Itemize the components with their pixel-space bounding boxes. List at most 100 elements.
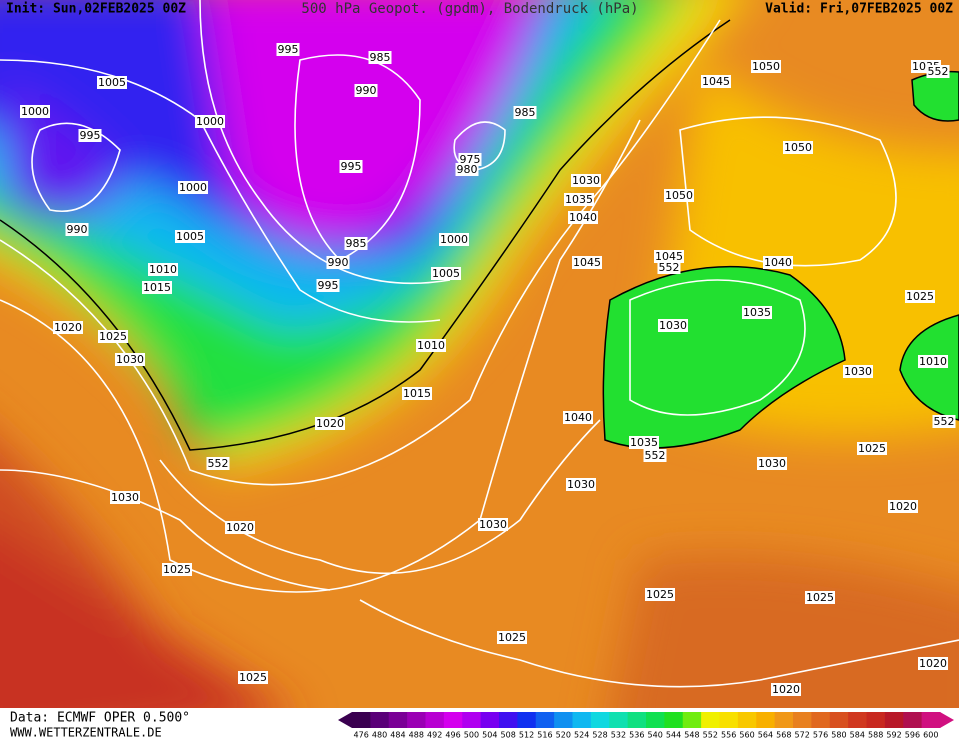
isobar-label: 985 [344, 237, 368, 250]
isobar-label: 1020 [888, 500, 918, 513]
label-box [664, 189, 694, 202]
isobar-label: 1015 [142, 281, 172, 294]
label-box [888, 500, 918, 513]
label-box [78, 129, 102, 142]
colorbar-label: 492 [427, 731, 442, 740]
label-text: 1000 [440, 233, 468, 246]
isobar-label: 552 [657, 261, 681, 274]
colorbar-cell [866, 712, 886, 728]
label-box [571, 174, 601, 187]
label-text: 1030 [567, 478, 595, 491]
isobar-label: 1030 [843, 365, 873, 378]
isobar-label: 990 [354, 84, 378, 97]
label-text: 1035 [630, 436, 658, 449]
label-text: 1005 [432, 267, 460, 280]
colorbar-cell [627, 712, 647, 728]
label-text: 1000 [21, 105, 49, 118]
colorbar-cell [848, 712, 867, 728]
label-text: 1015 [143, 281, 171, 294]
label-box [326, 256, 350, 269]
colorbar-label: 524 [574, 731, 589, 740]
colorbar-label: 564 [758, 731, 773, 740]
label-box [843, 365, 873, 378]
label-text: 1020 [919, 657, 947, 670]
isobar-label: 1025 [98, 330, 128, 343]
isobar-label: 1040 [763, 256, 793, 269]
isobar-label: 1025 [805, 591, 835, 604]
label-box [645, 588, 675, 601]
label-text: 1010 [417, 339, 445, 352]
isobar-label: 1030 [757, 457, 787, 470]
isobar-label: 1025 [905, 290, 935, 303]
colorbar-cell [462, 712, 482, 728]
label-text: 1045 [702, 75, 730, 88]
label-text: 1030 [111, 491, 139, 504]
colorbar-label: 544 [666, 731, 681, 740]
isobar-label: 995 [78, 129, 102, 142]
isobar-label: 1000 [20, 105, 50, 118]
colorbar-label: 572 [795, 731, 810, 740]
label-text: 1040 [569, 211, 597, 224]
label-box [918, 355, 948, 368]
colorbar-label: 504 [482, 731, 497, 740]
colorbar-cell [554, 712, 573, 728]
isobar-label: 990 [326, 256, 350, 269]
colorbar-label: 532 [611, 731, 626, 740]
colorbar-label: 520 [556, 731, 571, 740]
isobar-label: 1005 [175, 230, 205, 243]
label-box [195, 115, 225, 128]
label-text: 990 [356, 84, 377, 97]
label-text: 1030 [116, 353, 144, 366]
label-text: 1045 [655, 250, 683, 263]
label-text: 1050 [784, 141, 812, 154]
label-text: 1025 [498, 631, 526, 644]
isobar-label: 1030 [658, 319, 688, 332]
colorbar-cell [572, 712, 592, 728]
colorbar-cell [664, 712, 684, 728]
label-box [402, 387, 432, 400]
label-text: 552 [934, 415, 955, 428]
label-text: 985 [370, 51, 391, 64]
colorbar-cell [756, 712, 776, 728]
label-text: 1010 [149, 263, 177, 276]
isobar-label: 1005 [431, 267, 461, 280]
valid-time: Valid: Fri,07FEB2025 00Z [765, 2, 953, 17]
label-box [905, 290, 935, 303]
label-text: 1005 [176, 230, 204, 243]
isobar-label: 1020 [53, 321, 83, 334]
colorbar-right-arrow [940, 712, 954, 728]
label-text: 552 [208, 457, 229, 470]
colorbar-label: 548 [684, 731, 699, 740]
label-text: 1025 [99, 330, 127, 343]
label-text: 985 [346, 237, 367, 250]
colorbar-cell [535, 712, 555, 728]
label-box [316, 279, 340, 292]
label-box [932, 415, 956, 428]
isobar-label: 1030 [110, 491, 140, 504]
isobar-label: 552 [932, 415, 956, 428]
colorbar-cell [443, 712, 463, 728]
label-box [276, 43, 300, 56]
colorbar-cell [388, 712, 408, 728]
colorbar-label: 540 [648, 731, 663, 740]
label-text: 1025 [806, 591, 834, 604]
isobar-label: 1035 [564, 193, 594, 206]
label-box [513, 106, 537, 119]
label-box [354, 84, 378, 97]
colorbar-label: 480 [372, 731, 387, 740]
colorbar-cell [370, 712, 390, 728]
label-text: 1020 [226, 521, 254, 534]
label-box [771, 683, 801, 696]
label-text: 1005 [98, 76, 126, 89]
label-box [339, 160, 363, 173]
isobar-label: 1030 [566, 478, 596, 491]
isobar-label: 1030 [571, 174, 601, 187]
label-box [65, 223, 89, 236]
label-box [162, 563, 192, 576]
label-box [478, 518, 508, 531]
label-box [657, 261, 681, 274]
colorbar-label: 528 [592, 731, 607, 740]
